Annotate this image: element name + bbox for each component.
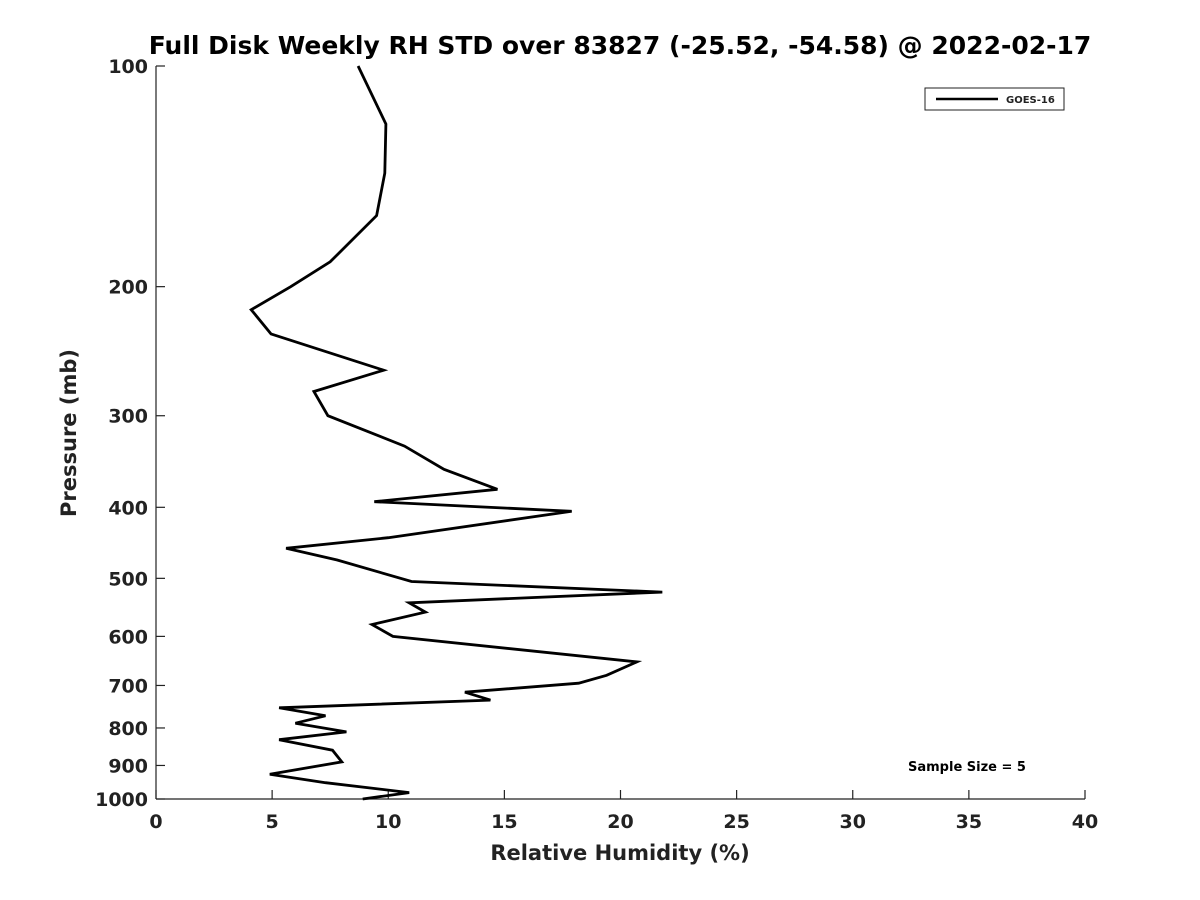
y-tick-label: 500: [108, 568, 148, 590]
y-tick-label: 200: [108, 277, 148, 299]
x-tick-label: 15: [491, 811, 517, 833]
legend-label: GOES-16: [1006, 95, 1055, 106]
x-tick-label: 35: [956, 811, 982, 833]
x-tick-label: 30: [840, 811, 866, 833]
x-axis-label: Relative Humidity (%): [490, 841, 749, 865]
plot-area: 0 5 10 15 20 25 30 35 40 100 200 300 400 500 600 700 80…: [95, 56, 1098, 833]
y-axis-label: Pressure (mb): [57, 349, 81, 517]
chart-title: Full Disk Weekly RH STD over 83827 (-25.…: [149, 31, 1092, 60]
x-tick-label: 10: [375, 811, 401, 833]
x-tick-label: 0: [149, 811, 162, 833]
y-tick-label: 1000: [95, 789, 148, 811]
x-tick-label: 20: [607, 811, 633, 833]
x-axis-ticks: 0 5 10 15 20 25 30 35 40: [149, 790, 1098, 833]
x-tick-label: 40: [1072, 811, 1098, 833]
y-tick-label: 400: [108, 497, 148, 519]
legend: GOES-16: [924, 87, 1065, 111]
sample-size-annotation: Sample Size = 5: [908, 760, 1026, 775]
y-tick-label: 800: [108, 718, 148, 740]
series-group: [249, 65, 663, 801]
y-tick-label: 600: [108, 626, 148, 648]
y-axis-ticks: 100 200 300 400 500 600 700 800 900 1000: [95, 56, 165, 811]
y-tick-label: 300: [108, 406, 148, 428]
x-tick-label: 25: [723, 811, 749, 833]
y-tick-label: 100: [108, 56, 148, 78]
y-tick-label: 900: [108, 755, 148, 777]
series-line: [249, 65, 663, 801]
x-tick-label: 5: [266, 811, 279, 833]
y-tick-label: 700: [108, 675, 148, 697]
